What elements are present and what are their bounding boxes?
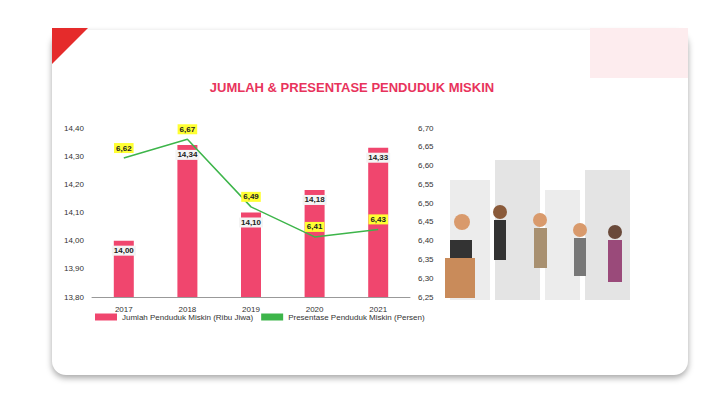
svg-text:Presentase Penduduk Miskin (Pe: Presentase Penduduk Miskin (Persen): [288, 313, 425, 322]
svg-text:6,65: 6,65: [418, 142, 434, 151]
svg-text:2020: 2020: [305, 304, 324, 314]
svg-text:2018: 2018: [178, 304, 197, 314]
svg-text:6,25: 6,25: [418, 293, 434, 302]
svg-text:Jumlah Penduduk Miskin (Ribu J: Jumlah Penduduk Miskin (Ribu Jiwa): [122, 313, 254, 322]
svg-text:6,62: 6,62: [116, 144, 132, 153]
svg-text:6,60: 6,60: [418, 161, 434, 170]
svg-text:14,20: 14,20: [64, 180, 85, 189]
svg-text:2021: 2021: [369, 304, 388, 314]
svg-text:6,49: 6,49: [243, 192, 259, 201]
svg-text:6,50: 6,50: [418, 199, 434, 208]
svg-text:6,41: 6,41: [307, 222, 323, 231]
svg-text:6,40: 6,40: [418, 236, 434, 245]
svg-text:14,40: 14,40: [64, 124, 85, 133]
svg-text:14,00: 14,00: [64, 236, 85, 245]
svg-text:6,70: 6,70: [418, 124, 434, 133]
svg-text:JUMLAH & PRESENTASE PENDUDUK M: JUMLAH & PRESENTASE PENDUDUK MISKIN: [210, 80, 494, 95]
svg-text:2019: 2019: [242, 304, 260, 314]
svg-text:14,10: 14,10: [64, 208, 85, 217]
svg-text:6,67: 6,67: [180, 125, 196, 134]
svg-text:13,90: 13,90: [64, 264, 85, 273]
svg-text:14,10: 14,10: [241, 218, 262, 227]
svg-text:6,30: 6,30: [418, 274, 434, 283]
svg-text:14,33: 14,33: [368, 153, 389, 162]
svg-text:2017: 2017: [114, 304, 133, 314]
svg-text:6,55: 6,55: [418, 180, 434, 189]
svg-text:14,34: 14,34: [177, 150, 198, 159]
svg-text:6,43: 6,43: [370, 215, 386, 224]
svg-text:6,35: 6,35: [418, 255, 434, 264]
svg-text:13,80: 13,80: [64, 293, 85, 302]
svg-text:14,18: 14,18: [305, 195, 326, 204]
svg-text:6,45: 6,45: [418, 217, 434, 226]
svg-text:14,00: 14,00: [114, 246, 135, 255]
svg-text:14,30: 14,30: [64, 152, 85, 161]
